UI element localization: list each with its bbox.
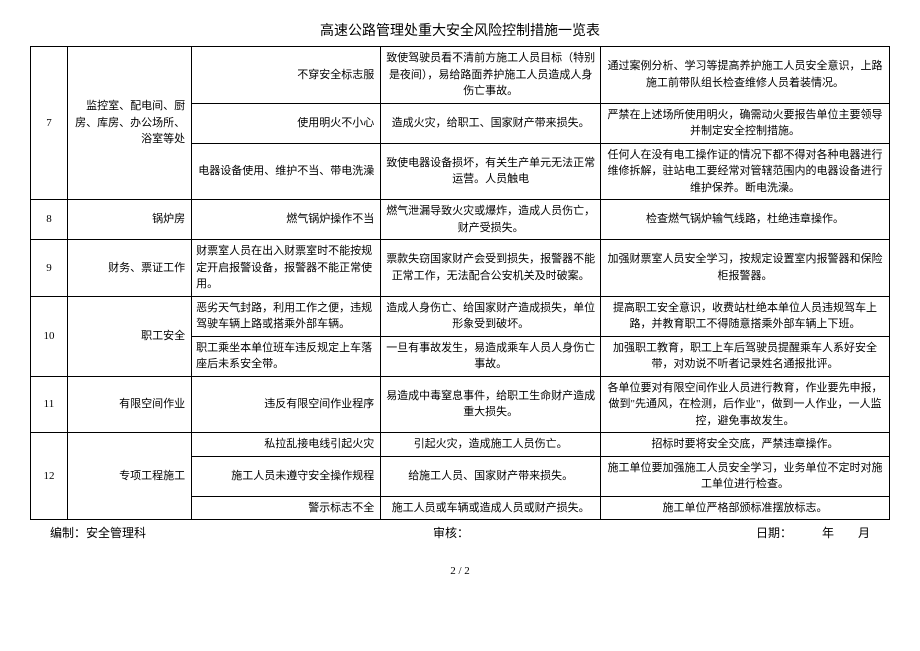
risk-cell: 易造成中毒窒息事件，给职工生命财产造成重大损失。 [381,376,601,433]
risk-cell: 造成火灾，给职工、国家财产带来损失。 [381,103,601,143]
table-row: 8 锅炉房 燃气锅炉操作不当 燃气泄漏导致火灾或爆炸，造成人员伤亡，财产受损失。… [31,200,890,240]
table-row: 10 职工安全 恶劣天气封路，利用工作之便，违规驾驶车辆上路或搭乘外部车辆。 造… [31,296,890,336]
table-row: 11 有限空间作业 违反有限空间作业程序 易造成中毒窒息事件，给职工生命财产造成… [31,376,890,433]
risk-cell: 一旦有事故发生，易造成乘车人员人身伤亡事故。 [381,336,601,376]
item-cell: 使用明火不小心 [192,103,381,143]
seq-cell: 7 [31,47,68,200]
seq-cell: 9 [31,240,68,297]
table-row: 7 监控室、配电间、厨房、库房、办公场所、浴室等处 不穿安全标志服 致使驾驶员看… [31,47,890,104]
table-row: 12 专项工程施工 私拉乱接电线引起火灾 引起火灾，造成施工人员伤亡。 招标时要… [31,433,890,457]
place-cell: 锅炉房 [67,200,191,240]
ctrl-cell: 任何人在没有电工操作证的情况下都不得对各种电器进行维修拆解，驻站电工要经常对管辖… [601,143,890,200]
ctrl-cell: 招标时要将安全交底，严禁违章操作。 [601,433,890,457]
seq-cell: 8 [31,200,68,240]
page-title: 高速公路管理处重大安全风险控制措施一览表 [30,20,890,40]
risk-cell: 票款失窃国家财产会受到损失，报警器不能正常工作，无法配合公安机关及时破案。 [381,240,601,297]
footer-right: 日期： 年 月 [756,524,870,541]
item-cell: 警示标志不全 [192,496,381,520]
footer-mid: 审核： [433,524,469,541]
item-cell: 财票室人员在出入财票室时不能按规定开启报警设备，报警器不能正常使用。 [192,240,381,297]
risk-cell: 引起火灾，造成施工人员伤亡。 [381,433,601,457]
item-cell: 私拉乱接电线引起火灾 [192,433,381,457]
item-cell: 职工乘坐本单位班车违反规定上车落座后未系安全带。 [192,336,381,376]
ctrl-cell: 提高职工安全意识，收费站杜绝本单位人员违规驾车上路，并教育职工不得随意搭乘外部车… [601,296,890,336]
ctrl-cell: 各单位要对有限空间作业人员进行教育，作业要先申报，做到"先通风，在检测，后作业"… [601,376,890,433]
place-cell: 财务、票证工作 [67,240,191,297]
footer: 编制：安全管理科 审核： 日期： 年 月 [30,524,890,541]
risk-cell: 致使驾驶员看不清前方施工人员目标（特别是夜间），易给路面养护施工人员造成人身伤亡… [381,47,601,104]
item-cell: 电器设备使用、维护不当、带电洗澡 [192,143,381,200]
ctrl-cell: 加强职工教育，职工上车后驾驶员提醒乘车人系好安全带，对劝说不听者记录姓名通报批评… [601,336,890,376]
risk-table: 7 监控室、配电间、厨房、库房、办公场所、浴室等处 不穿安全标志服 致使驾驶员看… [30,46,890,520]
ctrl-cell: 检查燃气锅炉输气线路，杜绝违章操作。 [601,200,890,240]
ctrl-cell: 施工单位严格部颁标准摆放标志。 [601,496,890,520]
page-number: 2 / 2 [30,565,890,577]
seq-cell: 12 [31,433,68,520]
place-cell: 有限空间作业 [67,376,191,433]
table-row: 9 财务、票证工作 财票室人员在出入财票室时不能按规定开启报警设备，报警器不能正… [31,240,890,297]
seq-cell: 11 [31,376,68,433]
ctrl-cell: 严禁在上述场所使用明火，确需动火要报告单位主要领导并制定安全控制措施。 [601,103,890,143]
ctrl-cell: 通过案例分析、学习等提高养护施工人员安全意识，上路施工前带队组长检查维修人员着装… [601,47,890,104]
item-cell: 施工人员未遵守安全操作规程 [192,456,381,496]
risk-cell: 燃气泄漏导致火灾或爆炸，造成人员伤亡，财产受损失。 [381,200,601,240]
risk-cell: 造成人身伤亡、给国家财产造成损失，单位形象受到破坏。 [381,296,601,336]
risk-cell: 给施工人员、国家财产带来损失。 [381,456,601,496]
item-cell: 燃气锅炉操作不当 [192,200,381,240]
ctrl-cell: 加强财票室人员安全学习，按规定设置室内报警器和保险柜报警器。 [601,240,890,297]
risk-cell: 致使电器设备损坏，有关生产单元无法正常运营。人员触电 [381,143,601,200]
place-cell: 职工安全 [67,296,191,376]
place-cell: 监控室、配电间、厨房、库房、办公场所、浴室等处 [67,47,191,200]
item-cell: 违反有限空间作业程序 [192,376,381,433]
seq-cell: 10 [31,296,68,376]
risk-cell: 施工人员或车辆或造成人员或财产损失。 [381,496,601,520]
item-cell: 恶劣天气封路，利用工作之便，违规驾驶车辆上路或搭乘外部车辆。 [192,296,381,336]
ctrl-cell: 施工单位要加强施工人员安全学习，业务单位不定时对施工单位进行检查。 [601,456,890,496]
item-cell: 不穿安全标志服 [192,47,381,104]
footer-left: 编制：安全管理科 [50,524,146,541]
place-cell: 专项工程施工 [67,433,191,520]
